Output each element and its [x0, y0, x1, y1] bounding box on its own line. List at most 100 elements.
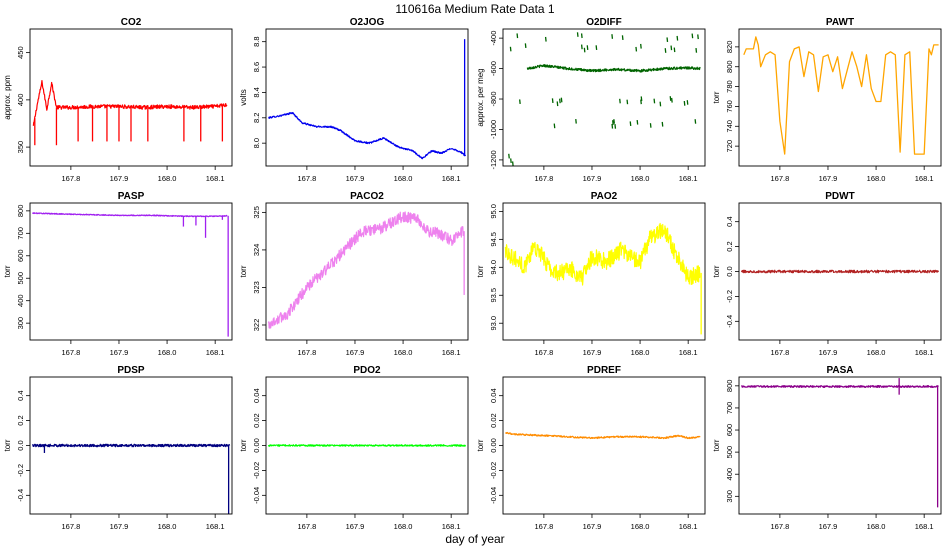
panel-paco2: PACO2 torr 167.8 167.9 168.0 168.1 322 323 324 32…	[239, 191, 469, 357]
y-axis-label: torr	[712, 439, 721, 451]
y-tick-label: 94.0	[489, 260, 498, 275]
panel-title: CO2	[121, 17, 142, 28]
x-tick-label: 168.1	[679, 348, 698, 357]
series-line	[504, 431, 701, 440]
x-tick-label: 168.0	[867, 348, 886, 357]
x-tick-label: 167.9	[583, 174, 602, 183]
panel-title: PDWT	[825, 191, 854, 202]
y-tick-label: -0.04	[489, 487, 498, 504]
plot-frame	[265, 202, 469, 341]
panel-title: O2JOG	[350, 17, 385, 28]
y-tick-label: -0.02	[489, 462, 498, 479]
x-tick-label: 168.0	[394, 522, 413, 531]
x-tick-label: 167.9	[583, 522, 602, 531]
y-tick-label: 0.02	[489, 413, 498, 428]
panel-co2: CO2 approx. ppm 167.8 167.9 168.0 168.1 350 400…	[3, 17, 233, 183]
y-axis-label: volts	[239, 89, 248, 105]
x-tick-label: 167.8	[770, 348, 789, 357]
y-tick-label: -0.02	[252, 462, 261, 479]
y-axis-label: torr	[3, 265, 12, 277]
x-tick-label: 167.9	[819, 348, 838, 357]
panel-title: PACO2	[350, 191, 384, 202]
x-tick-label: 168.1	[442, 348, 461, 357]
panel-pdo2: PDO2 torr 167.8 167.9 168.0 168.1 -0.04 -0.02 0.…	[239, 365, 469, 531]
plot-frame	[502, 376, 706, 515]
y-tick-label: 0.04	[489, 388, 498, 403]
y-tick-label: 800	[725, 60, 734, 73]
series-line	[32, 212, 228, 218]
y-tick-label: 0.0	[725, 266, 734, 276]
y-axis-label: approx. per meg	[476, 68, 485, 126]
y-tick-label: -1200	[489, 150, 498, 169]
panel-title: PDO2	[353, 365, 381, 376]
y-tick-label: 600	[16, 250, 25, 263]
y-axis-label: torr	[239, 439, 248, 451]
panel-pao2: PAO2 torr 167.8 167.9 168.0 168.1 93.0 93.5 94.0…	[476, 191, 706, 357]
y-tick-label: 325	[252, 206, 261, 219]
x-tick-label: 168.0	[631, 174, 650, 183]
x-tick-label: 168.1	[206, 348, 225, 357]
panel-title: PAO2	[591, 191, 618, 202]
y-tick-label: 0.2	[725, 241, 734, 251]
panel-title: PDREF	[587, 365, 621, 376]
y-tick-label: 300	[725, 490, 734, 503]
y-tick-label: 8.8	[252, 36, 261, 46]
x-tick-label: 167.9	[346, 174, 365, 183]
plot-frame	[265, 28, 469, 167]
y-tick-label: -0.2	[16, 464, 25, 477]
x-tick-label: 168.0	[158, 174, 177, 183]
y-axis-label: torr	[3, 439, 12, 451]
y-tick-label: -0.4	[725, 315, 734, 328]
panel-pasp: PASP torr 167.8 167.9 168.0 168.1 300 400 500 600…	[3, 191, 233, 357]
x-tick-label: 167.8	[297, 348, 316, 357]
figure-xlabel: day of year	[445, 532, 504, 546]
series-line	[743, 36, 939, 155]
y-tick-label: 400	[16, 294, 25, 307]
series-line	[526, 63, 701, 73]
y-tick-label: -1000	[489, 120, 498, 139]
plot-frame	[29, 202, 233, 341]
x-tick-label: 167.8	[61, 348, 80, 357]
y-tick-label: 450	[16, 46, 25, 59]
series-line	[504, 222, 701, 286]
x-tick-label: 168.0	[158, 522, 177, 531]
x-tick-label: 167.9	[110, 522, 129, 531]
x-tick-label: 168.0	[867, 522, 886, 531]
y-tick-label: 0.0	[16, 440, 25, 450]
x-tick-label: 167.8	[534, 348, 553, 357]
y-tick-label: 8.2	[252, 113, 261, 123]
panel-pawt: PAWT torr 167.8 167.9 168.0 168.1 720 740 760 780…	[712, 17, 942, 183]
y-tick-label: 800	[725, 380, 734, 393]
y-tick-label: -400	[489, 31, 498, 46]
y-tick-label: 0.4	[16, 390, 25, 400]
y-tick-label: 400	[725, 468, 734, 481]
y-tick-label: 820	[725, 41, 734, 54]
x-tick-label: 168.1	[915, 522, 934, 531]
panels-grid: CO2 approx. ppm 167.8 167.9 168.0 168.1 350 400…	[3, 17, 942, 531]
x-tick-label: 168.0	[158, 348, 177, 357]
panel-o2jog: O2JOG volts 167.8 167.9 168.0 168.1 8.0 8.2 8.4 8…	[239, 17, 469, 183]
y-tick-label: 700	[725, 402, 734, 415]
y-tick-label: 500	[725, 446, 734, 459]
panel-pdref: PDREF torr 167.8 167.9 168.0 168.1 -0.04 -0.02 0…	[476, 365, 706, 531]
y-tick-label: 0.04	[252, 388, 261, 403]
y-tick-label: 93.0	[489, 316, 498, 331]
series-line	[267, 444, 467, 447]
y-tick-label: 800	[16, 205, 25, 218]
y-tick-label: -0.2	[725, 290, 734, 303]
y-tick-label: 600	[725, 424, 734, 437]
x-tick-label: 167.8	[61, 174, 80, 183]
y-tick-label: 0.02	[252, 413, 261, 428]
x-tick-label: 167.8	[297, 522, 316, 531]
y-tick-label: 95.0	[489, 204, 498, 219]
series-line	[32, 79, 228, 126]
x-tick-label: 167.9	[346, 522, 365, 531]
x-tick-label: 168.1	[679, 522, 698, 531]
y-tick-label: 0.00	[252, 438, 261, 453]
series-line	[267, 111, 467, 160]
plot-frame	[502, 28, 706, 167]
y-tick-label: 323	[252, 281, 261, 294]
x-tick-label: 167.9	[819, 522, 838, 531]
panel-pdwt: PDWT torr 167.8 167.9 168.0 168.1 -0.4 -0.2 0.0 0…	[712, 191, 942, 357]
y-tick-label: 8.4	[252, 87, 261, 97]
